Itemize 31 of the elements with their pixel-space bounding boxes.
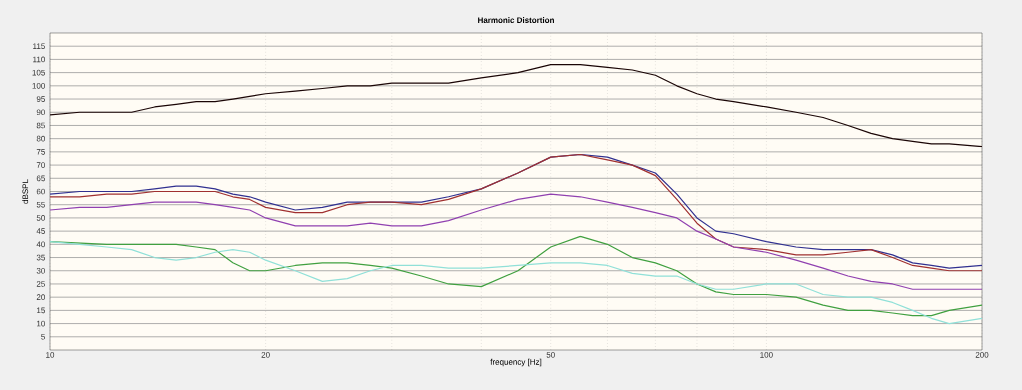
y-tick-label: 70: [36, 162, 45, 168]
y-tick-label: 105: [32, 69, 45, 76]
chart-title: Harmonic Distortion: [478, 17, 554, 23]
y-tick-label: 55: [36, 201, 45, 208]
y-tick-label: 15: [37, 307, 45, 314]
y-tick-label: 35: [36, 254, 45, 261]
y-tick-label: 25: [36, 281, 45, 287]
y-tick-label: 30: [36, 267, 45, 274]
y-tick-label: 100: [32, 83, 45, 89]
y-tick-label: 20: [36, 294, 45, 300]
y-tick-label: 80: [36, 135, 45, 142]
x-axis-title: frequency [Hz]: [490, 358, 542, 367]
y-tick-label: 60: [36, 188, 45, 195]
y-tick-label: 65: [36, 175, 45, 182]
y-tick-label: 45: [36, 228, 45, 234]
y-tick-label: 10: [37, 320, 45, 327]
y-tick-label: 50: [36, 215, 45, 221]
y-tick-label: 95: [36, 96, 45, 102]
y-axis-title: dBSPL: [22, 179, 29, 204]
y-tick-label: 110: [33, 56, 45, 63]
y-tick-label: 115: [33, 43, 45, 49]
y-tick-label: 90: [36, 109, 45, 116]
y-tick-label: 40: [36, 241, 45, 248]
x-tick-label: 50: [546, 352, 555, 358]
x-tick-label: 10: [46, 352, 55, 358]
y-tick-label: 75: [36, 149, 45, 155]
y-tick-label: 5: [41, 334, 45, 340]
x-tick-label: 200: [975, 352, 989, 358]
x-tick-label: 20: [261, 352, 270, 358]
y-tick-label: 85: [36, 122, 45, 129]
x-tick-label: 100: [760, 352, 773, 358]
